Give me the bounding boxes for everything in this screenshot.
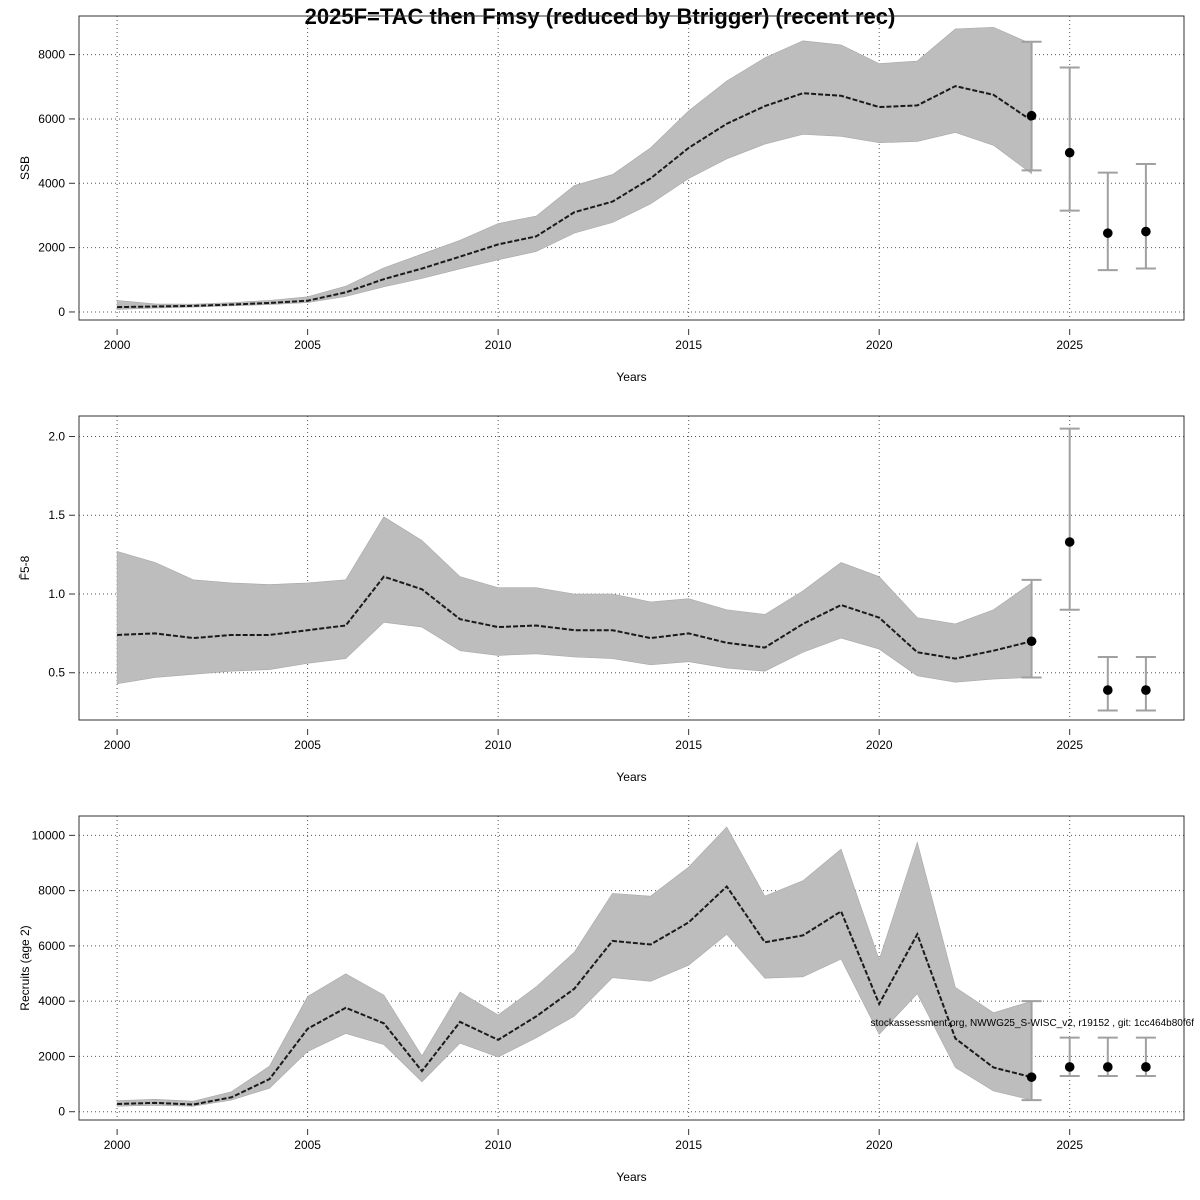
plot-frame-fbar bbox=[78, 415, 1185, 721]
x-tick-label: 2020 bbox=[866, 1138, 893, 1152]
x-tick-label: 2025 bbox=[1056, 338, 1083, 352]
x-tick-label: 2020 bbox=[866, 338, 893, 352]
y-tick-label: 4000 bbox=[38, 994, 65, 1008]
projection-point-recruits bbox=[1141, 1062, 1151, 1072]
x-tick-label: 2010 bbox=[485, 738, 512, 752]
y-tick-label: 1.0 bbox=[48, 587, 65, 601]
plot-frame-ssb bbox=[78, 15, 1185, 321]
panel-fbar: 2000 2005 2010 2015 2020 2025 0.5 1.0 1.5 2.0 Year… bbox=[18, 415, 1185, 784]
panel-recruits: 2000 2005 2010 2015 2020 2025 0 2000 4000 6000 800… bbox=[18, 815, 1185, 1184]
x-axis-label-fbar: Years bbox=[616, 770, 646, 784]
x-axis-label-recruits: Years bbox=[616, 1170, 646, 1184]
panel-ssb: 2000 2005 2010 2015 2020 2025 0 2000 4000 6000 800… bbox=[18, 15, 1185, 384]
projection-point-ssb bbox=[1064, 147, 1075, 158]
y-tick-label: 0 bbox=[58, 1105, 65, 1119]
projection-point-fbar bbox=[1102, 685, 1113, 695]
projection-point-recruits bbox=[1026, 1072, 1037, 1082]
chart-panels: 2000 2005 2010 2015 2020 2025 0 2000 4000 6000 800… bbox=[18, 15, 1185, 1184]
x-tick-label: 2025 bbox=[1056, 1138, 1083, 1152]
projection-point-fbar bbox=[1026, 636, 1037, 647]
projection-point-ssb bbox=[1102, 228, 1113, 238]
y-tick-label: 1.5 bbox=[48, 508, 65, 522]
y-axis-label-recruits: Recruits (age 2) bbox=[18, 925, 32, 1010]
y-tick-label: 6000 bbox=[38, 939, 65, 953]
projection-errorbar-ssb bbox=[1097, 171, 1118, 272]
x-tick-label: 2025 bbox=[1056, 738, 1083, 752]
y-axis-label-fbar: F̄5-8 bbox=[18, 555, 32, 580]
projection-point-fbar bbox=[1141, 685, 1151, 695]
projection-errorbar-ssb bbox=[1021, 40, 1042, 172]
x-tick-label: 2000 bbox=[104, 1138, 131, 1152]
y-tick-label: 10000 bbox=[32, 828, 66, 842]
x-tick-label: 2015 bbox=[675, 738, 702, 752]
confidence-band-fbar bbox=[116, 516, 1032, 685]
x-tick-label: 2020 bbox=[866, 738, 893, 752]
projection-point-ssb bbox=[1026, 110, 1037, 121]
estimate-line-fbar bbox=[117, 575, 1032, 660]
y-tick-label: 6000 bbox=[38, 112, 65, 126]
x-tick-label: 2000 bbox=[104, 738, 131, 752]
x-tick-label: 2010 bbox=[485, 1138, 512, 1152]
y-tick-label: 0 bbox=[58, 305, 65, 319]
y-tick-label: 8000 bbox=[38, 48, 65, 62]
confidence-band-ssb bbox=[116, 26, 1032, 310]
y-tick-label: 0.5 bbox=[48, 666, 65, 680]
x-tick-label: 2015 bbox=[675, 1138, 702, 1152]
footnote: stockassessment.org, NWWG25_S-WISC_v2, r… bbox=[871, 1018, 1195, 1029]
projection-errorbar-fbar bbox=[1059, 427, 1080, 611]
plot-frame-recruits bbox=[78, 815, 1185, 1121]
y-tick-label: 2.0 bbox=[48, 429, 65, 443]
projection-errorbar-recruits bbox=[1021, 1000, 1042, 1102]
y-tick-label: 2000 bbox=[38, 241, 65, 255]
projection-errorbar-ssb bbox=[1059, 66, 1080, 212]
estimate-line-ssb bbox=[117, 85, 1033, 309]
projection-point-recruits bbox=[1064, 1062, 1075, 1072]
projection-errorbar-fbar bbox=[1135, 655, 1156, 712]
x-axis-label-ssb: Years bbox=[616, 370, 646, 384]
y-tick-label: 2000 bbox=[38, 1049, 65, 1063]
x-tick-label: 2005 bbox=[294, 338, 321, 352]
confidence-band-recruits bbox=[116, 826, 1032, 1107]
projection-errorbar-ssb bbox=[1135, 162, 1156, 270]
projection-point-ssb bbox=[1141, 226, 1151, 237]
x-tick-label: 2005 bbox=[294, 1138, 321, 1152]
estimate-line-recruits bbox=[117, 884, 1032, 1106]
x-tick-label: 2010 bbox=[485, 338, 512, 352]
x-tick-label: 2005 bbox=[294, 738, 321, 752]
projection-errorbar-fbar bbox=[1097, 655, 1118, 712]
x-tick-label: 2000 bbox=[104, 338, 131, 352]
y-axis-label-ssb: SSB bbox=[18, 156, 32, 180]
projection-point-fbar bbox=[1064, 537, 1075, 547]
x-tick-label: 2015 bbox=[675, 338, 702, 352]
projection-point-recruits bbox=[1102, 1062, 1113, 1072]
y-tick-label: 4000 bbox=[38, 176, 65, 190]
projection-errorbar-fbar bbox=[1021, 578, 1042, 679]
y-tick-label: 8000 bbox=[38, 884, 65, 898]
